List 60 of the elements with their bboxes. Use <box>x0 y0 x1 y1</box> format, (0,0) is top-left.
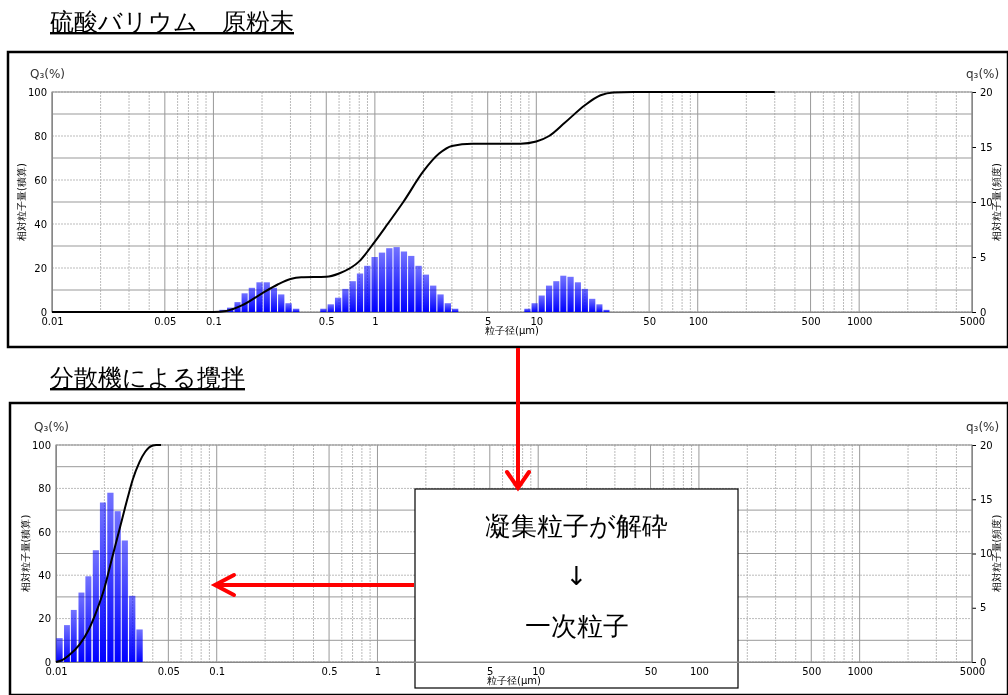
x-tick-label: 5 <box>485 316 492 328</box>
y2-tick-label: 0 <box>980 656 987 668</box>
x-tick-label: 0.01 <box>41 316 64 328</box>
x-tick-label: 500 <box>801 316 821 328</box>
x-tick-label: 0.1 <box>205 316 222 328</box>
y2-tick-label: 20 <box>980 439 993 451</box>
x-tick-label: 1000 <box>846 316 873 328</box>
x-tick-label: 0.01 <box>45 666 68 678</box>
x-tick-label: 500 <box>802 666 822 678</box>
annotation: 一次粒子 <box>524 611 629 641</box>
y-axis-title: 相対粒子量(積算) <box>16 163 27 241</box>
y2-axis-title: 相対粒子量(頻度) <box>991 163 1002 241</box>
x-tick-label: 50 <box>644 666 658 678</box>
y-tick-label: 60 <box>34 174 47 186</box>
y2-tick-label: 20 <box>980 86 993 98</box>
text: Q₃(%) <box>34 420 70 434</box>
y-tick-label: 40 <box>34 218 47 230</box>
annotation: ↓ <box>565 561 588 591</box>
y-tick-label: 60 <box>38 526 51 538</box>
y-tick-label: 40 <box>38 569 51 581</box>
x-tick-label: 100 <box>689 666 709 678</box>
y2-tick-label: 5 <box>980 251 987 263</box>
x-tick-label: 0.05 <box>154 316 177 328</box>
y2-tick-label: 10 <box>980 196 993 208</box>
x-tick-label: 50 <box>643 316 656 328</box>
y-tick-label: 20 <box>34 262 47 274</box>
y2-tick-label: 0 <box>980 306 987 318</box>
y-tick-label: 80 <box>34 130 47 142</box>
y-axis-title: 相対粒子量(積算) <box>20 514 31 593</box>
annotation: 凝集粒子が解砕 <box>485 511 668 541</box>
text: Q₃(%) <box>30 67 66 81</box>
text: q₃(%) <box>966 67 1000 81</box>
chart-title: 硫酸バリウム 原粉末 <box>50 8 294 36</box>
y2-tick-label: 15 <box>980 493 993 505</box>
x-tick-label: 1000 <box>847 666 873 678</box>
x-axis-title: 粒子径(μm) <box>485 325 540 336</box>
y2-axis-title: 相対粒子量(頻度) <box>991 514 1002 593</box>
x-tick-label: 1 <box>374 666 382 678</box>
y2-tick-label: 10 <box>980 548 993 560</box>
y-tick-label: 20 <box>38 613 51 625</box>
x-tick-label: 0.1 <box>209 666 226 678</box>
y-tick-label: 0 <box>40 306 47 318</box>
x-tick-label: 0.05 <box>157 666 180 678</box>
x-tick-label: 5000 <box>959 316 986 328</box>
y-tick-label: 80 <box>38 483 51 495</box>
y2-tick-label: 15 <box>980 141 993 153</box>
x-tick-label: 10 <box>532 666 546 678</box>
x-tick-label: 5000 <box>959 666 986 678</box>
y-tick-label: 0 <box>44 656 51 668</box>
y2-tick-label: 5 <box>980 602 987 614</box>
y-tick-label: 100 <box>31 439 51 451</box>
x-tick-label: 100 <box>688 316 708 328</box>
y-tick-label: 100 <box>27 86 47 98</box>
x-tick-label: 5 <box>487 666 494 678</box>
x-tick-label: 0.5 <box>321 666 338 678</box>
text: q₃(%) <box>966 420 1000 434</box>
x-tick-label: 10 <box>530 316 544 328</box>
x-axis-title: 粒子径(μm) <box>487 675 542 686</box>
x-tick-label: 1 <box>372 316 379 328</box>
x-tick-label: 0.5 <box>318 316 335 328</box>
